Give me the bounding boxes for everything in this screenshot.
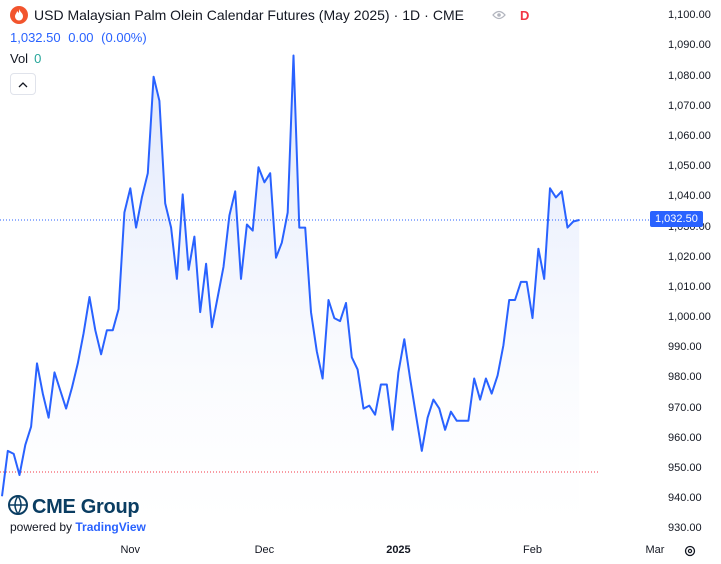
cme-group-logo: CME Group xyxy=(8,495,140,520)
price-change-pct: (0.00%) xyxy=(101,30,147,45)
y-tick-label: 990.00 xyxy=(668,341,702,354)
price-area-fill xyxy=(2,55,580,530)
y-tick-label: 1,010.00 xyxy=(668,280,711,293)
y-tick-label: 1,040.00 xyxy=(668,190,711,203)
delayed-flag[interactable]: D xyxy=(519,7,530,23)
header-separator: · xyxy=(393,7,399,23)
y-tick-label: 1,070.00 xyxy=(668,99,711,112)
flame-icon xyxy=(10,6,28,24)
collapse-legend-button[interactable] xyxy=(10,73,36,95)
volume-value: 0 xyxy=(34,51,42,66)
x-tick-label: Feb xyxy=(523,544,542,556)
y-tick-label: 1,000.00 xyxy=(668,311,711,324)
price-change: 0.00 xyxy=(68,30,94,45)
volume-line: Vol 0 xyxy=(10,51,41,66)
y-tick-label: 970.00 xyxy=(668,401,702,414)
eye-icon[interactable] xyxy=(492,8,506,23)
price-series-line xyxy=(1,54,580,497)
cme-logo-text: CME Group xyxy=(32,496,140,518)
x-tick-label: Dec xyxy=(254,544,275,556)
y-tick-label: 1,080.00 xyxy=(668,69,711,82)
volume-label: Vol xyxy=(10,51,29,66)
header-separator-2: · xyxy=(424,7,429,23)
powered-by[interactable]: powered by TradingView xyxy=(10,520,146,534)
y-tick-label: 1,060.00 xyxy=(668,130,711,143)
x-tick-label: Mar xyxy=(645,544,665,556)
quote-line: 1,032.50 0.00 (0.00%) xyxy=(10,30,151,45)
y-tick-label: 940.00 xyxy=(668,492,702,505)
y-tick-label: 950.00 xyxy=(668,462,702,474)
symbol-title[interactable]: USD Malaysian Palm Olein Calendar Future… xyxy=(34,7,390,23)
y-tick-label: 1,020.00 xyxy=(668,250,711,263)
chevron-up-icon xyxy=(18,75,28,93)
y-tick-label: 960.00 xyxy=(668,431,702,444)
x-tick-label: Nov xyxy=(120,544,141,556)
interval-label[interactable]: 1D xyxy=(402,7,421,23)
y-tick-label: 1,050.00 xyxy=(668,160,711,173)
chart-header: USD Malaysian Palm Olein Calendar Future… xyxy=(10,6,529,24)
globe-icon xyxy=(8,495,28,520)
x-tick-label: 2025 xyxy=(386,544,411,556)
last-price: 1,032.50 xyxy=(10,30,61,45)
y-tick-label: 1,100.00 xyxy=(668,9,711,22)
y-tick-label: 980.00 xyxy=(668,371,702,384)
last-price-badge: 1,032.50 xyxy=(650,211,703,227)
y-tick-label: 1,090.00 xyxy=(668,39,711,52)
tradingview-link[interactable]: TradingView xyxy=(75,520,146,534)
exchange-label: CME xyxy=(432,7,464,23)
gear-icon[interactable] xyxy=(683,544,697,558)
powered-prefix: powered by xyxy=(10,520,73,534)
y-tick-label: 930.00 xyxy=(668,522,702,535)
